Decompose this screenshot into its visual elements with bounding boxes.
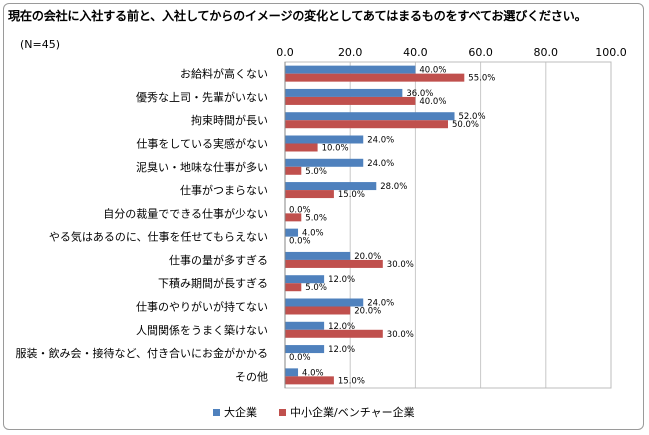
x-tick-label: 80.0 — [534, 46, 559, 59]
x-tick-label: 40.0 — [403, 46, 428, 59]
category-label: 自分の裁量でできる仕事が少ない — [103, 206, 268, 220]
x-tick-label: 0.0 — [276, 46, 294, 59]
data-label: 52.0% — [459, 112, 486, 122]
legend-item-large-company: 大企業 — [213, 404, 257, 420]
category-label: 仕事の量が多すぎる — [169, 253, 268, 267]
bar-sme-venture — [285, 143, 318, 152]
data-label: 15.0% — [338, 376, 365, 386]
bar-sme-venture — [285, 190, 334, 199]
category-label: その他 — [235, 370, 268, 383]
category-label: 人間関係をうまく築けない — [136, 323, 268, 337]
data-label: 12.0% — [328, 345, 355, 355]
data-label: 24.0% — [367, 136, 394, 146]
category-label: 泥臭い・地味な仕事が多い — [136, 160, 268, 174]
data-label: 15.0% — [338, 190, 365, 200]
data-label: 12.0% — [328, 275, 355, 285]
data-label: 5.0% — [305, 167, 327, 177]
category-label: 仕事がつまらない — [180, 183, 268, 197]
data-label: 36.0% — [406, 89, 433, 99]
category-label: お給料が高くない — [180, 67, 268, 81]
bar-large-company — [285, 88, 403, 97]
data-label: 0.0% — [289, 205, 311, 215]
data-label: 28.0% — [380, 182, 407, 192]
category-label: 仕事をしている実感がない — [136, 137, 268, 151]
data-label: 40.0% — [419, 66, 446, 76]
bar-large-company — [285, 345, 325, 354]
category-label: 服装・飲み会・接待など、付き合いにお金がかかる — [16, 346, 268, 360]
bar-large-company — [285, 182, 377, 191]
x-tick-label: 100.0 — [595, 46, 627, 59]
bar-sme-venture — [285, 120, 448, 129]
bar-sme-venture — [285, 213, 302, 222]
chart-title: 現在の会社に入社する前と、入社してからのイメージの変化としてあてはまるものをすべ… — [8, 9, 587, 23]
bar-sme-venture — [285, 96, 416, 105]
bar-large-company — [285, 65, 416, 74]
bar-sme-venture — [285, 73, 465, 82]
data-label: 5.0% — [305, 213, 327, 223]
plot-area — [284, 61, 612, 389]
bar-large-company — [285, 158, 364, 167]
data-label: 30.0% — [387, 330, 414, 340]
bar-large-company — [285, 251, 351, 260]
bar-large-company — [285, 112, 455, 121]
bar-sme-venture — [285, 329, 383, 338]
data-label: 4.0% — [302, 368, 324, 378]
data-label: 40.0% — [419, 97, 446, 107]
x-tick-label: 20.0 — [338, 46, 363, 59]
data-label: 20.0% — [354, 307, 381, 317]
data-label: 24.0% — [367, 299, 394, 309]
data-label: 30.0% — [387, 260, 414, 270]
legend-label-sme-venture: 中小企業/ベンチャー企業 — [290, 406, 415, 419]
legend: 大企業 中小企業/ベンチャー企業 — [213, 404, 415, 420]
bar-large-company — [285, 135, 364, 144]
bar-sme-venture — [285, 259, 383, 268]
data-label: 4.0% — [302, 229, 324, 239]
data-label: 0.0% — [289, 353, 311, 363]
category-label: やる気はあるのに、仕事を任せてもらえない — [49, 230, 268, 244]
bar-large-company — [285, 275, 325, 284]
bar-sme-venture — [285, 283, 302, 292]
legend-item-sme-venture: 中小企業/ベンチャー企業 — [279, 404, 415, 420]
legend-swatch-sme-venture — [279, 408, 286, 416]
sample-size-note: (N=45) — [20, 38, 61, 51]
bar-large-company — [285, 368, 299, 377]
bar-sme-venture — [285, 376, 334, 385]
data-label: 24.0% — [367, 159, 394, 169]
bar-large-company — [285, 321, 325, 330]
data-label: 12.0% — [328, 322, 355, 332]
category-label: 拘束時間が長い — [191, 113, 268, 127]
legend-label-large-company: 大企業 — [224, 406, 257, 419]
bar-sme-venture — [285, 306, 351, 315]
data-label: 55.0% — [468, 74, 495, 84]
data-label: 10.0% — [322, 144, 349, 154]
data-label: 0.0% — [289, 237, 311, 247]
bar-large-company — [285, 228, 299, 237]
bar-sme-venture — [285, 166, 302, 175]
category-label: 下積み期間が長すぎる — [158, 276, 268, 290]
data-label: 20.0% — [354, 252, 381, 262]
legend-swatch-large-company — [213, 408, 220, 416]
category-label: 優秀な上司・先輩がいない — [136, 90, 268, 104]
bar-large-company — [285, 298, 364, 307]
data-label: 50.0% — [452, 120, 479, 130]
category-label: 仕事のやりがいが持てない — [136, 300, 268, 314]
x-tick-label: 60.0 — [468, 46, 493, 59]
data-label: 5.0% — [305, 283, 327, 293]
